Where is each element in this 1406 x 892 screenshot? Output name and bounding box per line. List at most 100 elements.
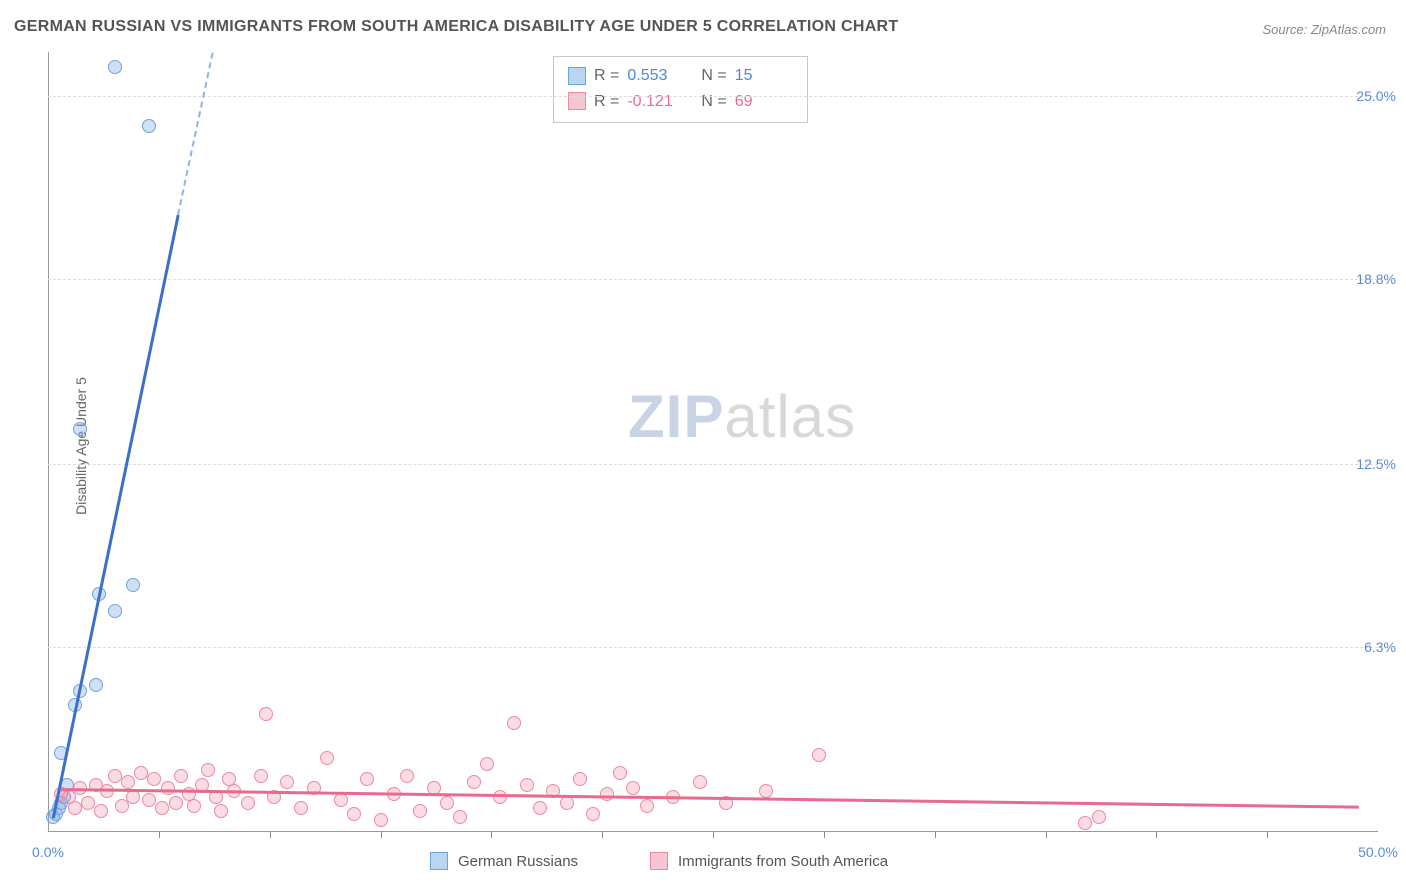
stat-r-label: R =: [594, 89, 619, 115]
data-point: [89, 678, 103, 692]
data-point: [347, 807, 361, 821]
xtick: [602, 832, 603, 838]
data-point: [142, 119, 156, 133]
data-point: [134, 766, 148, 780]
chart-title: GERMAN RUSSIAN VS IMMIGRANTS FROM SOUTH …: [14, 18, 899, 36]
data-point: [413, 804, 427, 818]
data-point: [360, 772, 374, 786]
data-point: [174, 769, 188, 783]
xtick-label: 50.0%: [1358, 844, 1398, 860]
data-point: [73, 422, 87, 436]
legend-label: German Russians: [458, 853, 578, 870]
swatch-icon: [568, 67, 586, 85]
data-point: [533, 801, 547, 815]
xtick: [381, 832, 382, 838]
grid-line: [48, 279, 1378, 280]
data-point: [600, 787, 614, 801]
legend-label: Immigrants from South America: [678, 853, 888, 870]
data-point: [126, 790, 140, 804]
xtick: [1267, 832, 1268, 838]
stat-r-label: R =: [594, 63, 619, 89]
data-point: [812, 748, 826, 762]
trend-line: [177, 53, 214, 215]
data-point: [640, 799, 654, 813]
data-point: [507, 716, 521, 730]
data-point: [161, 781, 175, 795]
data-point: [493, 790, 507, 804]
data-point: [400, 769, 414, 783]
data-point: [294, 801, 308, 815]
grid-line: [48, 96, 1378, 97]
grid-line: [48, 464, 1378, 465]
data-point: [142, 793, 156, 807]
xtick: [159, 832, 160, 838]
trend-line: [52, 215, 179, 819]
legend-item: Immigrants from South America: [650, 852, 888, 870]
data-point: [560, 796, 574, 810]
data-point: [480, 757, 494, 771]
stat-r-value: 0.553: [627, 63, 685, 89]
data-point: [586, 807, 600, 821]
data-point: [108, 769, 122, 783]
data-point: [334, 793, 348, 807]
trend-line: [61, 788, 1359, 808]
ytick-label: 25.0%: [1356, 88, 1396, 104]
grid-line: [48, 647, 1378, 648]
data-point: [108, 60, 122, 74]
ytick-label: 6.3%: [1364, 639, 1396, 655]
chart-source: Source: ZipAtlas.com: [1262, 22, 1386, 37]
xtick: [1046, 832, 1047, 838]
data-point: [259, 707, 273, 721]
data-point: [108, 604, 122, 618]
plot-area: ZIPatlas R =0.553N =15R =-0.121N =69 6.3…: [48, 52, 1378, 832]
data-point: [147, 772, 161, 786]
stats-row: R = 0.553 N = 15: [568, 63, 793, 89]
data-point: [241, 796, 255, 810]
data-point: [68, 801, 82, 815]
ytick-label: 18.8%: [1356, 271, 1396, 287]
data-point: [520, 778, 534, 792]
stat-r-value: -0.121: [627, 89, 685, 115]
data-point: [759, 784, 773, 798]
stat-n-label: N =: [701, 63, 726, 89]
data-point: [374, 813, 388, 827]
data-point: [1092, 810, 1106, 824]
data-point: [626, 781, 640, 795]
data-point: [254, 769, 268, 783]
stats-row: R = -0.121 N = 69: [568, 89, 793, 115]
data-point: [94, 804, 108, 818]
data-point: [121, 775, 135, 789]
data-point: [693, 775, 707, 789]
data-point: [613, 766, 627, 780]
xtick: [491, 832, 492, 838]
data-point: [467, 775, 481, 789]
swatch-icon: [650, 852, 668, 870]
data-point: [155, 801, 169, 815]
xtick-label: 0.0%: [32, 844, 64, 860]
stat-n-value: 15: [735, 63, 793, 89]
data-point: [169, 796, 183, 810]
xtick: [935, 832, 936, 838]
xtick: [1156, 832, 1157, 838]
xtick: [270, 832, 271, 838]
stat-n-value: 69: [735, 89, 793, 115]
data-point: [214, 804, 228, 818]
data-point: [201, 763, 215, 777]
watermark: ZIPatlas: [628, 382, 856, 451]
data-point: [280, 775, 294, 789]
xtick: [713, 832, 714, 838]
data-point: [187, 799, 201, 813]
xtick: [824, 832, 825, 838]
y-axis: [48, 52, 49, 832]
swatch-icon: [568, 92, 586, 110]
data-point: [1078, 816, 1092, 830]
stat-n-label: N =: [701, 89, 726, 115]
stats-box: R = 0.553 N = 15 R = -0.121 N = 69: [553, 56, 808, 123]
data-point: [320, 751, 334, 765]
data-point: [126, 578, 140, 592]
legend-item: German Russians: [430, 852, 578, 870]
data-point: [81, 796, 95, 810]
data-point: [440, 796, 454, 810]
swatch-icon: [430, 852, 448, 870]
ytick-label: 12.5%: [1356, 456, 1396, 472]
